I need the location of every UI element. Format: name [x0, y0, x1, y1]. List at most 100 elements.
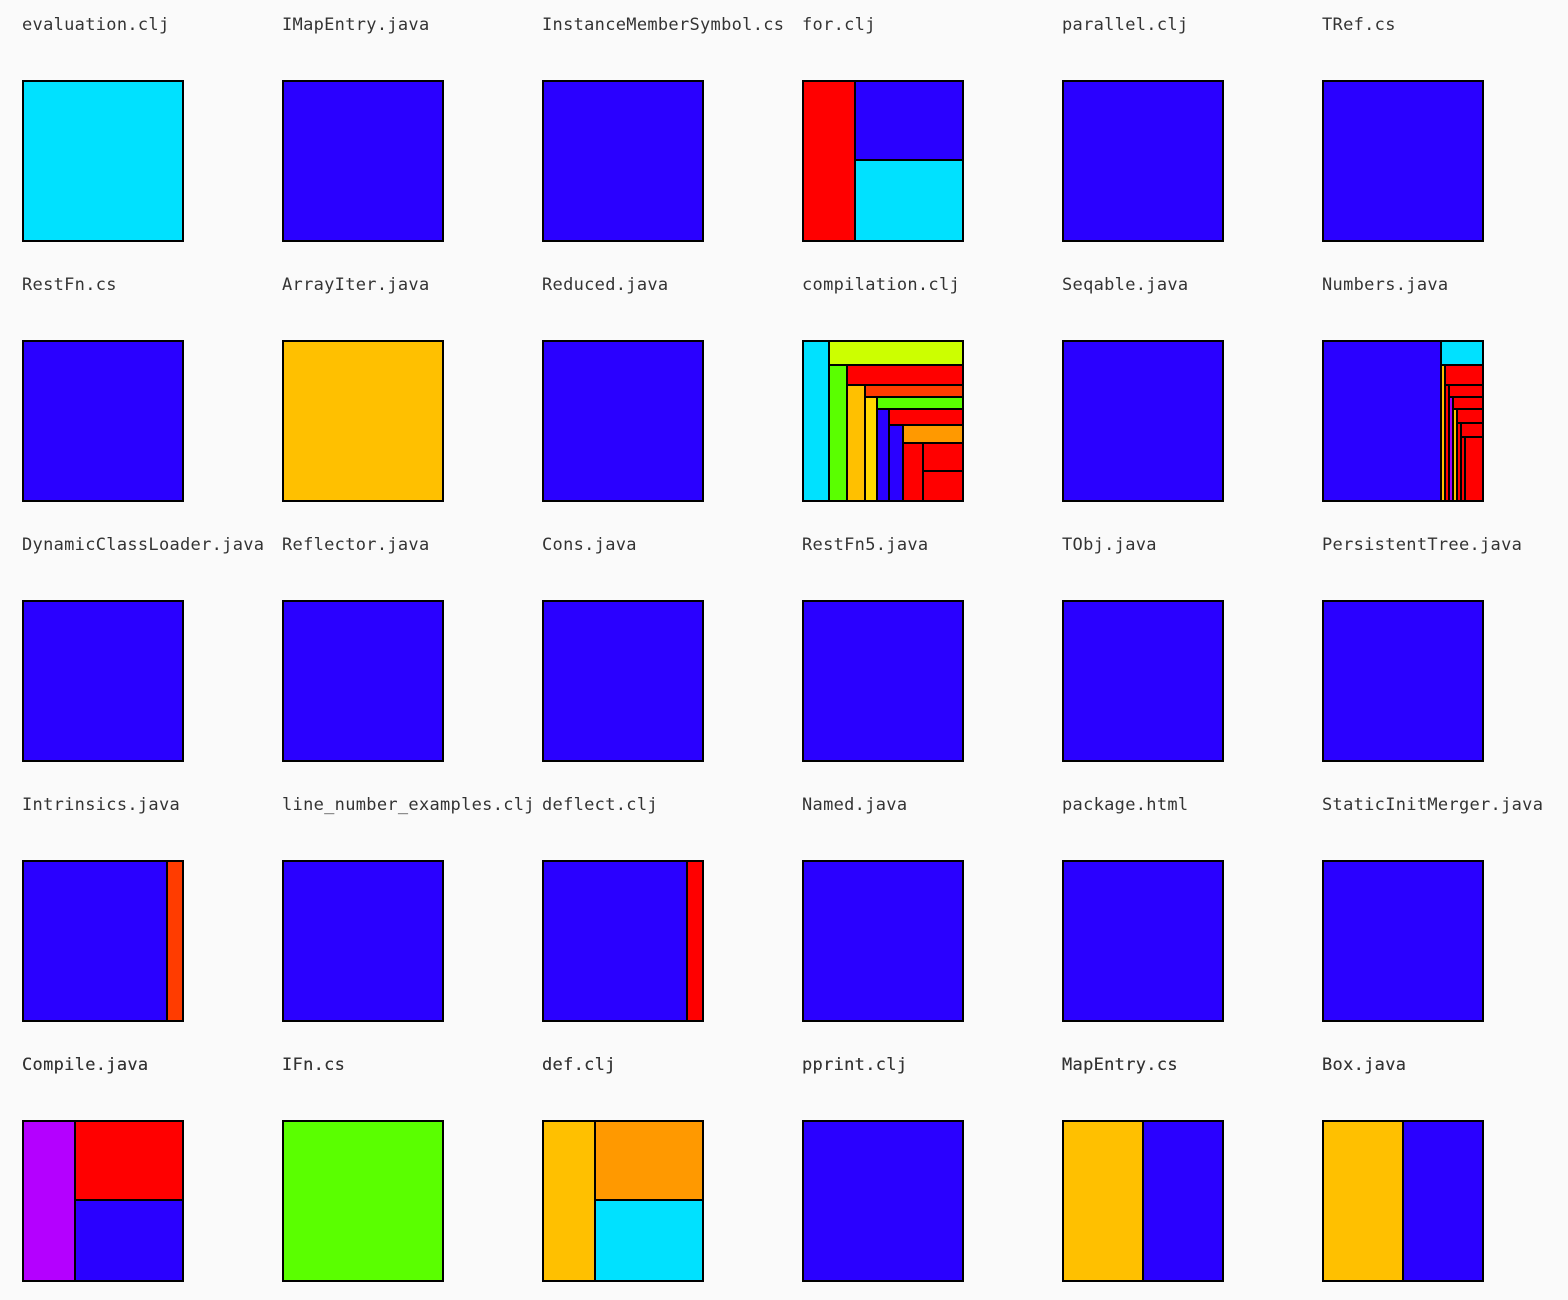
treemap-thumbnail[interactable]: [22, 860, 184, 1022]
file-tile-tobj-java: TObj.java: [1062, 520, 1322, 780]
treemap-thumbnail[interactable]: [22, 340, 184, 502]
treemap-cell: [282, 80, 444, 242]
treemap-cell: [22, 1120, 76, 1282]
treemap-cell: [542, 1120, 596, 1282]
treemap-cell: [282, 600, 444, 762]
treemap-cell: [1062, 80, 1224, 242]
treemap-cell: [22, 80, 184, 242]
treemap-thumbnail[interactable]: [1322, 340, 1484, 502]
treemap-thumbnail[interactable]: [282, 600, 444, 762]
treemap-thumbnail[interactable]: [22, 1120, 184, 1282]
file-name-label: pprint.clj: [802, 1055, 908, 1075]
file-tile-for-clj: for.clj: [802, 0, 1062, 260]
treemap-cell: [1322, 80, 1484, 242]
treemap-thumbnail[interactable]: [1322, 80, 1484, 242]
file-name-label: RestFn5.java: [802, 535, 929, 555]
file-tile-seqable-java: Seqable.java: [1062, 260, 1322, 520]
treemap-thumbnail[interactable]: [542, 340, 704, 502]
treemap-thumbnail[interactable]: [1062, 1120, 1224, 1282]
treemap-thumbnail[interactable]: [1322, 860, 1484, 1022]
file-name-label: Box.java: [1322, 1055, 1407, 1075]
treemap-thumbnail[interactable]: [542, 600, 704, 762]
treemap-thumbnail[interactable]: [1062, 80, 1224, 242]
file-thumbnail-grid: evaluation.clj IMapEntry.java InstanceMemb…: [22, 0, 1568, 1282]
treemap-cell: [846, 364, 964, 386]
file-tile-numbers-java: Numbers.java: [1322, 260, 1568, 520]
treemap-cell: [922, 442, 964, 472]
treemap-thumbnail[interactable]: [282, 1120, 444, 1282]
treemap-cell: [282, 860, 444, 1022]
treemap-cell: [22, 340, 184, 502]
file-name-label: def.clj: [542, 1055, 616, 1075]
file-tile-imapentry-java: IMapEntry.java: [282, 0, 542, 260]
file-name-label: IFn.cs: [282, 1055, 346, 1075]
file-tile-dynamicclassloader-java: DynamicClassLoader.java: [22, 520, 282, 780]
treemap-cell: [686, 860, 704, 1022]
file-name-label: Reduced.java: [542, 275, 669, 295]
treemap-thumbnail[interactable]: [802, 340, 964, 502]
treemap-cell: [594, 1199, 704, 1282]
file-name-label: Cons.java: [542, 535, 637, 555]
treemap-thumbnail[interactable]: [1062, 860, 1224, 1022]
treemap-thumbnail[interactable]: [542, 80, 704, 242]
treemap-cell: [1062, 860, 1224, 1022]
treemap-thumbnail[interactable]: [1322, 1120, 1484, 1282]
treemap-thumbnail[interactable]: [282, 340, 444, 502]
file-name-label: parallel.clj: [1062, 15, 1189, 35]
file-name-label: compilation.clj: [802, 275, 961, 295]
file-name-label: line_number_examples.clj: [282, 795, 535, 815]
treemap-cell: [828, 340, 964, 366]
treemap-cell: [1444, 364, 1484, 386]
file-tile-mapentry-cs-partial: MapEntry.cs: [1062, 1040, 1322, 1100]
treemap-cell: [74, 1199, 184, 1282]
treemap-cell: [1062, 1120, 1144, 1282]
treemap-cell: [594, 1120, 704, 1201]
treemap-cell: [854, 159, 964, 242]
treemap-cell: [902, 442, 924, 502]
file-tile-line-number-examples-clj: line_number_examples.clj: [282, 780, 542, 1040]
file-name-label: Compile.java: [22, 1055, 149, 1075]
treemap-thumbnail[interactable]: [1062, 600, 1224, 762]
treemap-cell: [802, 340, 830, 502]
file-tile-named-java: Named.java: [802, 780, 1062, 1040]
treemap-cell: [542, 860, 688, 1022]
file-name-label: Compile.java: [22, 1055, 149, 1075]
file-name-label: Intrinsics.java: [22, 795, 181, 815]
file-name-label: for.clj: [802, 15, 876, 35]
treemap-thumbnail[interactable]: [542, 1120, 704, 1282]
treemap-thumbnail[interactable]: [22, 600, 184, 762]
file-name-label: deflect.clj: [542, 795, 658, 815]
treemap-thumbnail[interactable]: [1322, 600, 1484, 762]
treemap-cell: [1062, 340, 1224, 502]
treemap-cell: [1322, 1120, 1404, 1282]
treemap-thumbnail[interactable]: [802, 600, 964, 762]
treemap-cell: [1322, 600, 1484, 762]
file-name-label: Box.java: [1322, 1055, 1407, 1075]
treemap-cell: [1322, 340, 1442, 502]
file-tile-ifn-cs-partial: IFn.cs: [282, 1040, 542, 1100]
file-tile-package-html: package.html: [1062, 780, 1322, 1040]
file-name-label: evaluation.clj: [22, 15, 170, 35]
treemap-cell: [1440, 340, 1484, 366]
treemap-cell: [74, 1120, 184, 1201]
file-tile-persistenttree-java: PersistentTree.java: [1322, 520, 1568, 780]
treemap-thumbnail[interactable]: [22, 80, 184, 242]
file-tile-def-clj-partial: def.clj: [542, 1040, 802, 1100]
treemap-thumbnail[interactable]: [542, 860, 704, 1022]
file-tile-restfn5-java: RestFn5.java: [802, 520, 1062, 780]
treemap-thumbnail[interactable]: [282, 860, 444, 1022]
treemap-cell: [802, 80, 856, 242]
treemap-thumbnail[interactable]: [802, 860, 964, 1022]
treemap-cell: [542, 600, 704, 762]
treemap-thumbnail[interactable]: [282, 80, 444, 242]
treemap-cell: [802, 600, 964, 762]
treemap-thumbnail[interactable]: [802, 1120, 964, 1282]
treemap-thumbnail[interactable]: [802, 80, 964, 242]
file-tile-reduced-java: Reduced.java: [542, 260, 802, 520]
file-name-label: pprint.clj: [802, 1055, 908, 1075]
file-name-label: PersistentTree.java: [1322, 535, 1523, 555]
treemap-thumbnail[interactable]: [1062, 340, 1224, 502]
file-name-label: TRef.cs: [1322, 15, 1396, 35]
file-name-label: ArrayIter.java: [282, 275, 430, 295]
treemap-cell: [854, 80, 964, 161]
